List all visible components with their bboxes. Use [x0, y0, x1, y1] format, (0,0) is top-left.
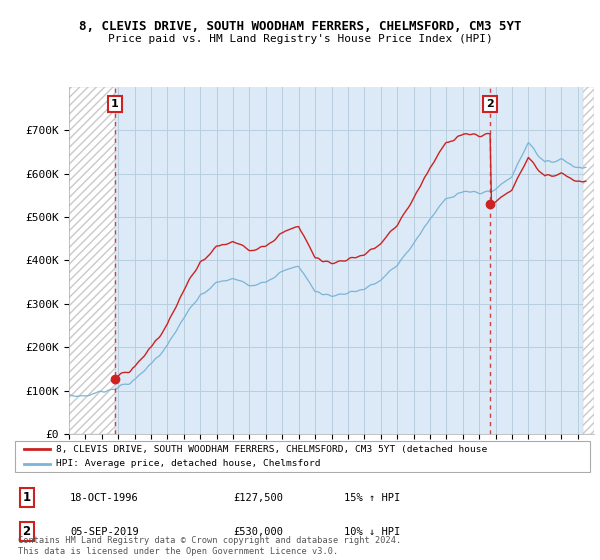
FancyBboxPatch shape	[15, 441, 590, 472]
Bar	[69, 87, 115, 434]
Text: 15% ↑ HPI: 15% ↑ HPI	[344, 493, 400, 503]
Text: Price paid vs. HM Land Registry's House Price Index (HPI): Price paid vs. HM Land Registry's House …	[107, 34, 493, 44]
Text: Contains HM Land Registry data © Crown copyright and database right 2024.
This d: Contains HM Land Registry data © Crown c…	[18, 536, 401, 556]
Text: 8, CLEVIS DRIVE, SOUTH WOODHAM FERRERS, CHELMSFORD, CM3 5YT: 8, CLEVIS DRIVE, SOUTH WOODHAM FERRERS, …	[79, 20, 521, 32]
Text: 2: 2	[486, 99, 494, 109]
Text: 8, CLEVIS DRIVE, SOUTH WOODHAM FERRERS, CHELMSFORD, CM3 5YT (detached house: 8, CLEVIS DRIVE, SOUTH WOODHAM FERRERS, …	[56, 445, 487, 454]
Text: 1: 1	[22, 491, 31, 504]
Text: 05-SEP-2019: 05-SEP-2019	[70, 527, 139, 536]
Text: 1: 1	[111, 99, 119, 109]
Text: HPI: Average price, detached house, Chelmsford: HPI: Average price, detached house, Chel…	[56, 459, 320, 468]
Bar	[583, 87, 594, 434]
Text: 18-OCT-1996: 18-OCT-1996	[70, 493, 139, 503]
Text: 2: 2	[22, 525, 31, 538]
Text: 10% ↓ HPI: 10% ↓ HPI	[344, 527, 400, 536]
Text: £530,000: £530,000	[233, 527, 283, 536]
Text: £127,500: £127,500	[233, 493, 283, 503]
